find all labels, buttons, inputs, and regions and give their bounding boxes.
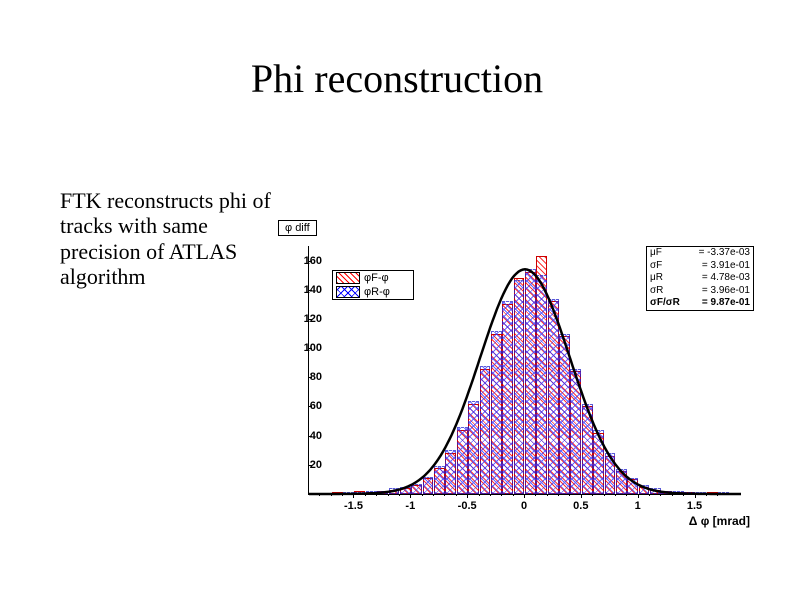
histogram-plot: φ diff 20406080100120140160 -1.5-1-0.500… xyxy=(270,220,760,540)
statbox-value: = 4.78e-03 xyxy=(702,272,750,285)
plot-title-box: φ diff xyxy=(278,220,317,236)
statbox-row: μR = 4.78e-03 xyxy=(647,272,753,285)
statbox-row: μF = -3.37e-03 xyxy=(647,247,753,260)
page-title: Phi reconstruction xyxy=(0,55,794,102)
statbox-row: σR = 3.96e-01 xyxy=(647,285,753,298)
statbox-value: = 9.87e-01 xyxy=(702,297,750,310)
x-tick-label: -1 xyxy=(405,500,415,512)
statbox-key: σF/σR xyxy=(650,297,680,310)
x-tick-label: 0.5 xyxy=(573,500,588,512)
x-tick-label: 0 xyxy=(521,500,527,512)
statbox-key: μF xyxy=(650,247,662,260)
statbox-value: = 3.91e-01 xyxy=(702,260,750,273)
legend-box: φF-φ φR-φ xyxy=(332,270,414,300)
description-text: FTK reconstructs phi of tracks with same… xyxy=(60,188,280,289)
legend-label: φR-φ xyxy=(364,286,390,298)
statbox-key: σR xyxy=(650,285,663,298)
x-tick-label: -1.5 xyxy=(344,500,363,512)
statbox-key: μR xyxy=(650,272,663,285)
statbox-value: = 3.96e-01 xyxy=(702,285,750,298)
legend-swatch xyxy=(336,272,360,284)
statbox-row: σF/σR = 9.87e-01 xyxy=(647,297,753,310)
statbox-row: σF = 3.91e-01 xyxy=(647,260,753,273)
legend-label: φF-φ xyxy=(364,272,389,284)
statbox-value: = -3.37e-03 xyxy=(699,247,750,260)
legend-swatch xyxy=(336,286,360,298)
legend-row: φF-φ xyxy=(333,271,413,285)
x-tick-label: -0.5 xyxy=(458,500,477,512)
x-axis-title: Δ φ [mrad] xyxy=(689,514,750,528)
x-tick-label: 1.5 xyxy=(687,500,702,512)
x-tick-label: 1 xyxy=(635,500,641,512)
legend-row: φR-φ xyxy=(333,285,413,299)
stat-box: μF = -3.37e-03 σF = 3.91e-01 μR = 4.78e-03 σR =… xyxy=(646,246,754,311)
statbox-key: σF xyxy=(650,260,662,273)
